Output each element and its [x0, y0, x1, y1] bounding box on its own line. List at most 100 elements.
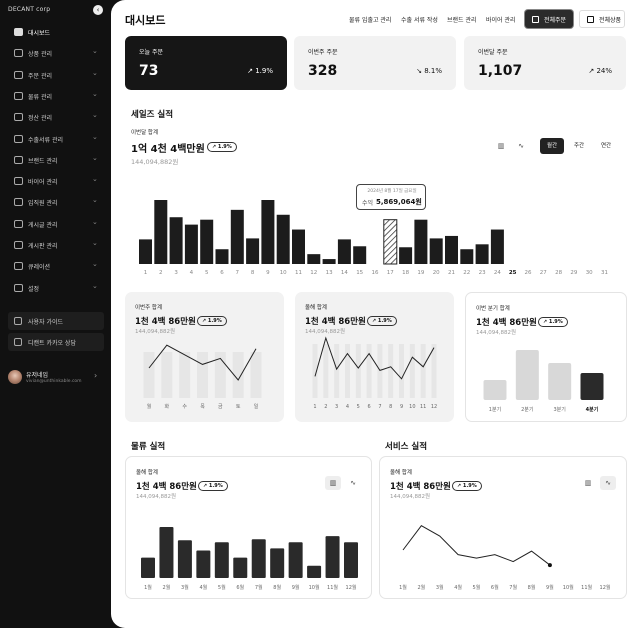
sidebar-item[interactable]: 게시글 관리 ⌄ — [0, 215, 112, 233]
stat-card-today[interactable]: 오늘 주문 73 ↗ 1.9% — [125, 36, 287, 90]
sidebar-item[interactable]: 바이어 관리 ⌄ — [0, 172, 112, 190]
chevron-down-icon[interactable]: ⌄ — [92, 196, 98, 205]
sales-bar — [429, 238, 443, 264]
all-products-button[interactable]: 전체상품 — [579, 10, 625, 28]
chart-bar — [515, 350, 539, 400]
line-chart-toggle-icon[interactable]: ∿ — [518, 142, 524, 150]
x-tick-label: 13 — [326, 270, 333, 276]
user-profile[interactable]: 유저네임 vivian@unthinkable.com › — [8, 366, 104, 390]
chat-icon — [14, 338, 22, 346]
sidebar-item[interactable]: 주문 관리 ⌄ — [0, 66, 112, 84]
all-orders-button[interactable]: 전체주문 — [525, 10, 573, 28]
nav-link-logistics[interactable]: 물류 입출고 관리 — [349, 17, 392, 24]
sales-bar — [169, 217, 183, 264]
x-tick-label: 수 — [182, 404, 187, 410]
sidebar-item[interactable]: 브랜드 관리 ⌄ — [0, 151, 112, 169]
stat-label: 이번주 주문 — [308, 49, 338, 56]
x-tick-label: 23 — [479, 270, 486, 276]
bar-chart-toggle-icon[interactable]: ▥ — [493, 139, 509, 153]
stat-delta: ↗ 24% — [588, 67, 612, 75]
segment-weekly[interactable]: 주간 — [573, 143, 585, 149]
logistics-card: 올해 합계 1천 4백 86만원 ↗ 1.9% 144,094,882원 ▥ ∿… — [125, 456, 372, 599]
trend-up-icon: ↗ — [247, 67, 256, 75]
x-tick-label: 10 — [409, 404, 415, 410]
line-chart-toggle-icon[interactable]: ∿ — [600, 476, 616, 490]
sidebar-item[interactable]: 큐레이션 ⌄ — [0, 257, 112, 275]
chevron-down-icon[interactable]: ⌄ — [92, 111, 98, 120]
page-title: 대시보드 — [125, 14, 166, 27]
x-tick-label: 2월 — [163, 584, 171, 591]
chart-bar — [233, 557, 248, 578]
sidebar-item[interactable]: 입직원 관리 ⌄ — [0, 193, 112, 211]
chevron-down-icon[interactable]: ⌄ — [92, 89, 98, 98]
bg-column — [312, 344, 318, 398]
chevron-right-icon[interactable]: › — [94, 371, 98, 380]
logistics-section-title: 물류 실적 — [131, 442, 166, 452]
weekly-amount: 1천 4백 86만원 — [135, 317, 196, 327]
x-tick-label: 4월 — [454, 584, 462, 591]
chevron-down-icon[interactable]: ⌄ — [92, 132, 98, 141]
bg-column — [366, 344, 372, 398]
weekly-sub: 144,094,882원 — [135, 329, 176, 335]
sales-bar — [475, 244, 489, 264]
bg-column — [334, 344, 340, 398]
chevron-down-icon[interactable]: ⌄ — [92, 47, 98, 56]
stat-card-week[interactable]: 이번주 주문 328 ↘ 8.1% — [294, 36, 456, 90]
sidebar-item[interactable]: 설정 ⌄ — [0, 279, 112, 297]
x-tick-label: 29 — [570, 270, 577, 276]
sales-section-title: 세일즈 실적 — [131, 110, 174, 120]
x-tick-label: 9 — [400, 404, 403, 410]
bar-chart-toggle-icon[interactable]: ▥ — [584, 479, 592, 487]
x-tick-label: 27 — [540, 270, 547, 276]
x-tick-label: 토 — [236, 404, 241, 410]
x-tick-label: 9월 — [292, 584, 300, 591]
collapse-sidebar-icon[interactable]: ‹ — [93, 5, 103, 15]
sales-bar — [261, 200, 275, 264]
chevron-down-icon[interactable]: ⌄ — [92, 239, 98, 247]
x-tick-label: 3분기 — [553, 406, 565, 413]
sidebar-item-label: 상품 관리 — [28, 51, 52, 59]
stat-label: 오늘 주문 — [139, 49, 163, 56]
stat-delta: ↗ 1.9% — [247, 67, 273, 75]
bar-chart-toggle-icon[interactable]: ▥ — [325, 476, 341, 490]
sidebar-item[interactable]: 상품 관리 ⌄ — [0, 44, 112, 62]
chevron-down-icon[interactable]: ⌄ — [92, 153, 98, 162]
line-chart-toggle-icon[interactable]: ∿ — [350, 479, 356, 487]
chevron-down-icon[interactable]: ⌄ — [92, 175, 98, 184]
x-tick-label: 10 — [280, 270, 287, 276]
sidebar-item[interactable]: 게시판 관리 ⌄ — [0, 236, 112, 254]
sales-change-pill: ↗ 1.9% — [207, 142, 237, 152]
chevron-down-icon[interactable]: ⌄ — [92, 281, 98, 290]
stat-card-month[interactable]: 이번달 주문 1,107 ↗ 24% — [464, 36, 626, 90]
nav-link-brand[interactable]: 브랜드 관리 — [447, 17, 477, 24]
x-tick-label: 5 — [205, 270, 209, 276]
x-tick-label: 11 — [420, 404, 426, 410]
weekly-change-pill: ↗ 1.9% — [197, 316, 227, 326]
sidebar-item-label: 설정 — [28, 285, 40, 293]
sales-bar — [215, 249, 229, 264]
x-tick-label: 11월 — [581, 584, 592, 591]
user-guide-button[interactable]: 사용자 가이드 — [8, 312, 104, 330]
nav-link-export-docs[interactable]: 수출 서류 작성 — [401, 17, 438, 24]
chevron-down-icon[interactable]: ⌄ — [92, 68, 98, 77]
sidebar-item[interactable]: 정산 관리 ⌄ — [0, 108, 112, 126]
segment-yearly[interactable]: 연간 — [600, 143, 612, 149]
quarter-card: 이번 분기 합계 1천 4백 86만원 ↗ 1.9% 144,094,882원 … — [465, 292, 627, 422]
chevron-down-icon[interactable]: ⌄ — [92, 217, 98, 226]
chart-bar — [159, 527, 174, 578]
sidebar-item[interactable]: 대시보드 — [0, 23, 112, 41]
segment-monthly[interactable]: 월간 — [540, 138, 564, 154]
chart-tooltip: 2024년 8월 17일 금요일 수익 5,869,064원 — [356, 184, 426, 210]
sidebar-item[interactable]: 물류 관리 ⌄ — [0, 87, 112, 105]
chevron-down-icon[interactable]: ⌄ — [92, 260, 98, 269]
main-content: 대시보드 물류 입출고 관리 수출 서류 작성 브랜드 관리 바이어 관리 전체… — [111, 0, 640, 628]
quarter-label: 이번 분기 합계 — [476, 306, 510, 312]
nav-link-buyer[interactable]: 바이어 관리 — [486, 17, 516, 24]
x-tick-label: 3 — [174, 270, 178, 276]
sidebar-item[interactable]: 수출서류 관리 ⌄ — [0, 130, 112, 148]
stat-delta: ↘ 8.1% — [416, 67, 442, 75]
stat-value: 328 — [308, 63, 338, 79]
bg-column — [431, 344, 437, 398]
kakao-consult-button[interactable]: 디캔트 카카오 상담 — [8, 333, 104, 351]
